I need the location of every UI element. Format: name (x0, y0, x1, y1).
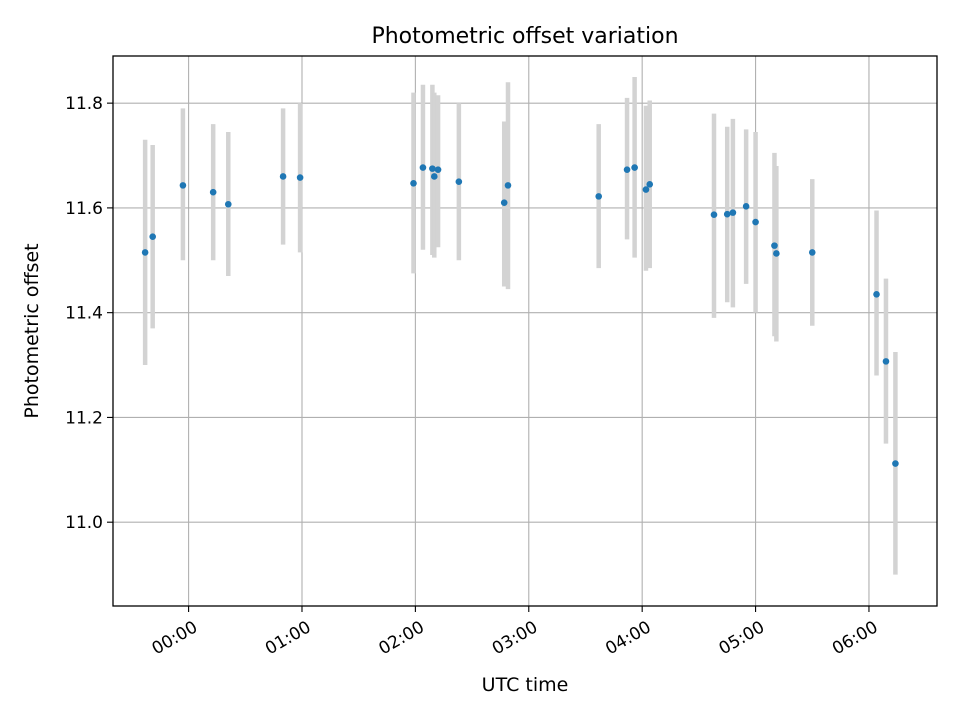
plot-frame (112, 55, 938, 607)
data-point (710, 211, 718, 219)
data-point (752, 218, 759, 226)
data-point (873, 291, 880, 298)
data-point (504, 182, 512, 189)
data-point (410, 179, 417, 187)
y-axis-label: Photometric offset (21, 243, 43, 418)
data-point (595, 193, 603, 200)
y-tick-label: 11.4 (65, 304, 103, 324)
data-point (808, 249, 816, 256)
data-point (429, 165, 436, 172)
y-tick-label: 11.8 (65, 94, 103, 114)
data-point (742, 203, 750, 210)
data-points (141, 164, 899, 467)
y-tick-label: 11.2 (65, 408, 103, 428)
data-point (419, 164, 427, 171)
data-point (631, 164, 638, 171)
data-point (646, 181, 654, 188)
data-point (149, 233, 156, 241)
data-point (500, 199, 508, 206)
data-point (434, 166, 442, 173)
data-point (723, 210, 731, 218)
y-tick-label: 11.6 (65, 199, 103, 219)
data-point (882, 358, 890, 365)
data-point (729, 209, 737, 216)
data-point (623, 166, 631, 173)
data-point (179, 182, 187, 189)
chart-title: Photometric offset variation (371, 24, 678, 49)
data-point (455, 178, 463, 186)
data-point (773, 250, 780, 257)
data-point (279, 173, 287, 180)
data-point (209, 188, 217, 196)
y-tick-label: 11.0 (65, 513, 103, 533)
y-axis-ticks: 11.0 11.2 11.4 11.6 11.8 (65, 94, 113, 533)
data-point (892, 460, 899, 467)
x-axis-label: UTC time (482, 674, 569, 696)
data-point (224, 200, 232, 208)
data-point (141, 249, 149, 256)
data-point (642, 186, 650, 193)
data-point (771, 242, 778, 249)
data-point (430, 173, 438, 180)
data-point (296, 174, 304, 181)
